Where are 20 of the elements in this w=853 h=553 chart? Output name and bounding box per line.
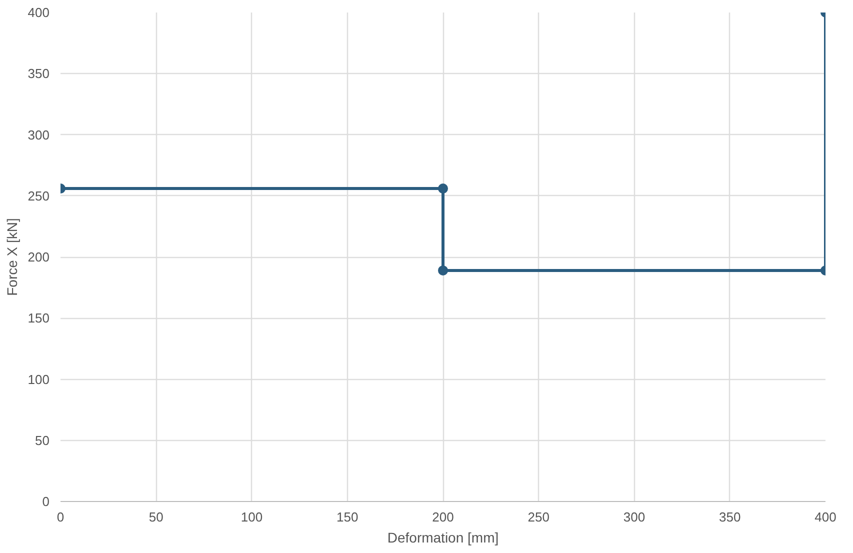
x-tick-label: 300 [623, 510, 646, 524]
x-tick-label: 400 [814, 510, 836, 524]
y-tick-label: 100 [28, 372, 50, 387]
x-tick-label: 150 [336, 510, 358, 524]
y-tick-label: 200 [28, 250, 50, 264]
x-tick-label: 350 [719, 510, 741, 524]
x-tick-label: 0 [56, 510, 64, 524]
x-tick-label: 200 [432, 510, 454, 524]
y-tick-label: 300 [28, 127, 50, 142]
y-tick-label: 150 [28, 310, 50, 326]
x-axis-title: Deformation [mm] [387, 530, 499, 546]
y-axis-title: Force X [kN] [4, 218, 20, 296]
y-tick-label: 250 [28, 188, 50, 204]
x-tick-label: 50 [148, 510, 164, 524]
y-tick-label: 400 [28, 5, 50, 20]
x-tick-label: 250 [528, 510, 550, 524]
y-tick-label: 50 [35, 432, 50, 448]
y-tick-label: 0 [42, 494, 50, 509]
y-tick-label: 350 [28, 66, 50, 82]
x-tick-label: 100 [240, 510, 263, 524]
